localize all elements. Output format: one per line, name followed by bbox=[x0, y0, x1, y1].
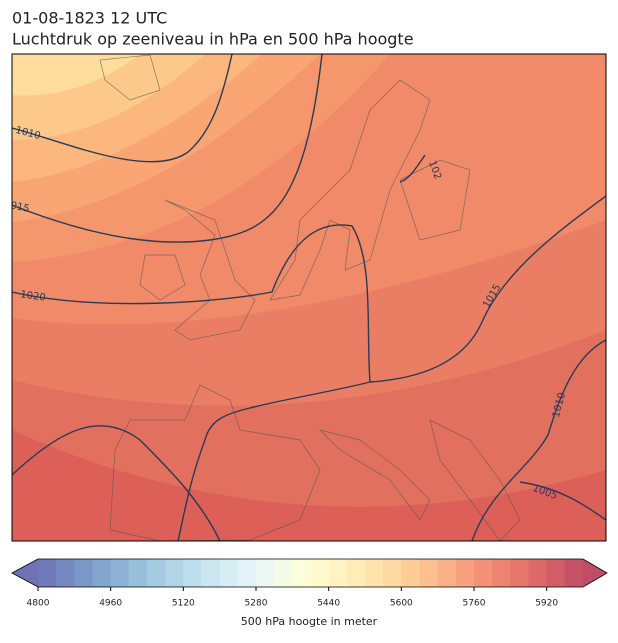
colorbar-segment bbox=[383, 559, 402, 587]
colorbar-segment bbox=[455, 559, 475, 587]
colorbar-segment bbox=[437, 559, 457, 587]
colorbar: 4800 4960 5120 5280 5440 5600 5760 5920 bbox=[11, 558, 608, 609]
colorbar-tick-label: 5600 bbox=[390, 599, 413, 609]
colorbar-tick-label: 5280 bbox=[245, 599, 268, 609]
colorbar-segment bbox=[110, 559, 130, 587]
colorbar-outline bbox=[11, 558, 608, 588]
colorbar-segment bbox=[274, 559, 293, 587]
colorbar-segment bbox=[56, 559, 75, 587]
colorbar-segment bbox=[528, 559, 548, 587]
colorbar-segment bbox=[237, 559, 257, 587]
colorbar-segment bbox=[510, 559, 529, 587]
isobar-label: 1020 bbox=[20, 289, 47, 303]
colorbar-segment bbox=[219, 559, 239, 587]
colorbar-segment bbox=[365, 559, 384, 587]
colorbar-tick-label: 5760 bbox=[463, 599, 486, 609]
subtitle: Luchtdruk op zeeniveau in hPa en 500 hPa… bbox=[12, 30, 414, 49]
colorbar-label: 500 hPa hoogte in meter bbox=[241, 615, 378, 628]
colorbar-segment bbox=[346, 559, 366, 587]
colorbar-segment bbox=[183, 559, 202, 587]
colorbar-tick-label: 5920 bbox=[535, 599, 558, 609]
colorbar-segment bbox=[401, 559, 420, 587]
colorbar-tick-label: 5120 bbox=[172, 599, 195, 609]
colorbar-tick-label: 4800 bbox=[27, 599, 50, 609]
colorbar-extend bbox=[12, 559, 38, 587]
title: 01-08-1823 12 UTC bbox=[12, 9, 167, 28]
colorbar-segment bbox=[546, 559, 566, 587]
colorbar-segment bbox=[310, 559, 330, 587]
colorbar-segment bbox=[74, 559, 93, 587]
colorbar-segment bbox=[328, 559, 348, 587]
map-frame bbox=[11, 53, 607, 542]
height-band bbox=[12, 54, 140, 96]
colorbar-segment bbox=[128, 559, 148, 587]
colorbar-tick-label: 4960 bbox=[99, 599, 122, 609]
colorbar-segment bbox=[292, 559, 311, 587]
colorbar-segment bbox=[38, 559, 57, 587]
colorbar-segment bbox=[92, 559, 112, 587]
coastlines bbox=[99, 54, 521, 541]
colorbar-segment bbox=[256, 559, 275, 587]
colorbar-segment bbox=[165, 559, 184, 587]
colorbar-segment bbox=[419, 559, 439, 587]
isobars bbox=[12, 54, 606, 541]
isobar-label: 015 bbox=[9, 200, 30, 215]
colorbar-segment bbox=[492, 559, 511, 587]
colorbar-extend bbox=[583, 559, 607, 587]
colorbar-segment bbox=[201, 559, 221, 587]
colorbar-segment bbox=[474, 559, 493, 587]
colorbar-segment bbox=[147, 559, 166, 587]
colorbar-segment bbox=[564, 559, 584, 587]
map: 1010 015 1020 102 1015 1010 1005 bbox=[9, 54, 606, 541]
colorbar-tick-label: 5440 bbox=[317, 599, 340, 609]
